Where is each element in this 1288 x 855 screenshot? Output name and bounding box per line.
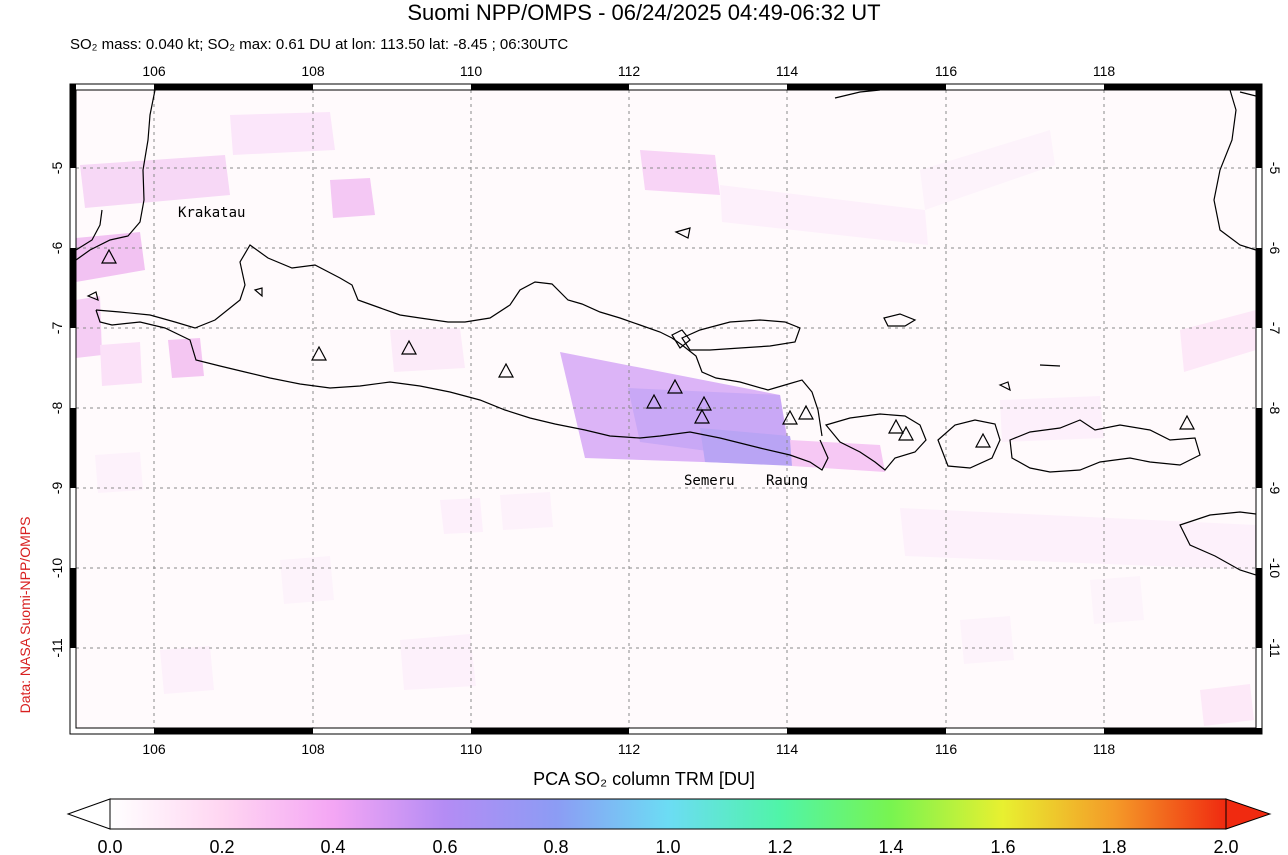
lon-tick-top: 108 <box>301 63 325 79</box>
lat-tick-right: -9 <box>1267 482 1283 495</box>
volcano-marker <box>497 362 515 378</box>
colorbar-tick: 2.0 <box>1213 837 1238 855</box>
colorbar-tick: 0.8 <box>543 837 568 855</box>
graticule <box>76 90 1256 728</box>
lon-tick-top: 116 <box>935 63 958 79</box>
lon-tick-bottom: 110 <box>460 741 483 757</box>
krakatau-label: Krakatau <box>178 205 245 221</box>
lat-tick-left: -6 <box>49 242 65 255</box>
colorbar-ticks: 0.0 0.2 0.4 0.6 0.8 1.0 1.2 1.4 1.6 1.8 … <box>97 837 1238 855</box>
lon-tick-top: 114 <box>776 63 799 79</box>
lat-tick-left: -9 <box>49 482 65 495</box>
lon-tick-top: 110 <box>460 63 483 79</box>
colorbar-tick: 1.2 <box>767 837 792 855</box>
sumba-coast <box>1179 511 1256 576</box>
lat-labels-left: -5 -6 -7 -8 -9 -10 -11 <box>49 162 65 658</box>
colorbar-tick: 0.6 <box>432 837 457 855</box>
colorbar-tick: 0.2 <box>209 837 234 855</box>
volcano-marker <box>693 408 711 424</box>
madura-coast <box>681 319 801 351</box>
lat-tick-right: -11 <box>1267 638 1283 657</box>
lon-tick-bottom: 114 <box>776 741 799 757</box>
lat-tick-right: -5 <box>1267 162 1283 175</box>
volcano-marker <box>100 248 118 264</box>
lat-tick-right: -10 <box>1267 558 1283 578</box>
colorbar-min-arrow <box>66 798 111 830</box>
java-south-coast <box>95 309 829 471</box>
lon-tick-top: 112 <box>618 63 641 79</box>
lon-labels-bottom: 106 108 110 112 114 116 118 <box>142 741 1115 757</box>
bali-coast <box>824 413 927 471</box>
lat-tick-right: -6 <box>1267 242 1283 255</box>
volcano-marker <box>887 418 905 434</box>
coastlines <box>76 90 1256 576</box>
volcano-marker <box>310 345 328 361</box>
so2-shading <box>76 90 1256 728</box>
volcano-marker <box>974 432 992 448</box>
lon-tick-bottom: 106 <box>142 741 166 757</box>
lon-tick-bottom: 108 <box>301 741 325 757</box>
lat-tick-left: -11 <box>49 638 65 657</box>
lat-labels-right: -5 -6 -7 -8 -9 -10 -11 <box>1267 162 1283 658</box>
lat-tick-right: -7 <box>1267 322 1283 335</box>
semeru-label: Semeru <box>684 473 735 489</box>
colorbar-label: PCA SO₂ column TRM [DU] <box>533 769 755 789</box>
colorbar-tick: 1.8 <box>1101 837 1126 855</box>
colorbar-tick: 1.6 <box>990 837 1015 855</box>
lon-tick-bottom: 118 <box>1093 741 1116 757</box>
volcano-marker <box>897 425 915 441</box>
raung-label: Raung <box>766 473 808 489</box>
colorbar-tick: 1.4 <box>878 837 903 855</box>
lat-tick-left: -8 <box>49 402 65 415</box>
volcano-marker <box>645 393 663 409</box>
volcano-marker <box>695 395 713 411</box>
map-frame <box>69 83 1263 735</box>
colorbar-max-arrow <box>1225 798 1272 830</box>
volcano-marker <box>666 378 684 394</box>
lon-labels-top: 106 108 110 112 114 116 118 <box>142 63 1115 79</box>
lat-tick-left: -7 <box>49 322 65 335</box>
sumatra-coast <box>76 90 156 261</box>
lon-tick-bottom: 116 <box>935 741 958 757</box>
map-title: Suomi NPP/OMPS - 06/24/2025 04:49-06:32 … <box>407 0 881 25</box>
volcano-marker <box>797 404 815 420</box>
volcano-marker <box>1178 414 1196 430</box>
lon-tick-top: 106 <box>142 63 166 79</box>
java-north-coast <box>95 244 823 437</box>
volcano-markers <box>100 248 1196 448</box>
lon-tick-bottom: 112 <box>618 741 641 757</box>
lat-tick-left: -10 <box>49 558 65 578</box>
colorbar-tick: 0.0 <box>97 837 122 855</box>
colorbar <box>66 798 1272 830</box>
sumbawa-coast <box>1009 419 1201 473</box>
volcano-marker <box>781 409 799 425</box>
lon-tick-top: 118 <box>1093 63 1116 79</box>
borneo-coast <box>834 90 881 99</box>
lat-tick-left: -5 <box>49 162 65 175</box>
lat-tick-right: -8 <box>1267 402 1283 415</box>
colorbar-tick: 1.0 <box>655 837 680 855</box>
colorbar-tick: 0.4 <box>320 837 345 855</box>
volcano-marker <box>400 339 418 355</box>
colorbar-gradient <box>109 798 1227 830</box>
map-subtitle: SO₂ mass: 0.040 kt; SO₂ max: 0.61 DU at … <box>70 36 569 53</box>
lombok-coast <box>937 419 1001 469</box>
